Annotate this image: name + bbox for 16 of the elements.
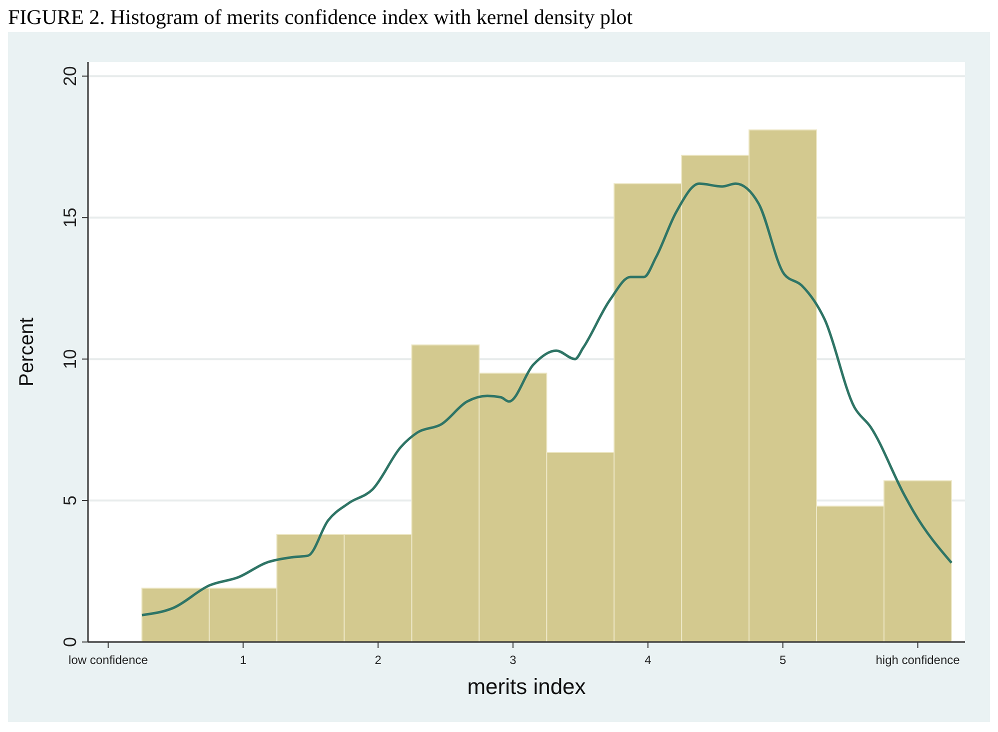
x-tick-label: 4 bbox=[644, 653, 652, 667]
y-tick-label: 20 bbox=[60, 66, 80, 86]
y-axis-title: Percent bbox=[16, 317, 38, 386]
x-axis-title: merits index bbox=[467, 674, 586, 699]
x-tick-label: 5 bbox=[780, 653, 787, 667]
x-tick-label: 3 bbox=[510, 653, 517, 667]
chart-title: FIGURE 2. Histogram of merits confidence index with kernel density plot bbox=[8, 4, 634, 31]
y-tick-label: 5 bbox=[60, 496, 80, 506]
y-tick-label: 10 bbox=[60, 349, 80, 370]
y-tick-label: 0 bbox=[60, 636, 80, 648]
x-tick-label: low confidence bbox=[68, 653, 148, 667]
x-tick-label: 2 bbox=[374, 653, 382, 667]
line-series bbox=[140, 182, 953, 616]
y-tick-label: 15 bbox=[60, 208, 80, 228]
x-tick-label: high confidence bbox=[876, 653, 960, 667]
x-tick-label: 1 bbox=[240, 653, 247, 667]
